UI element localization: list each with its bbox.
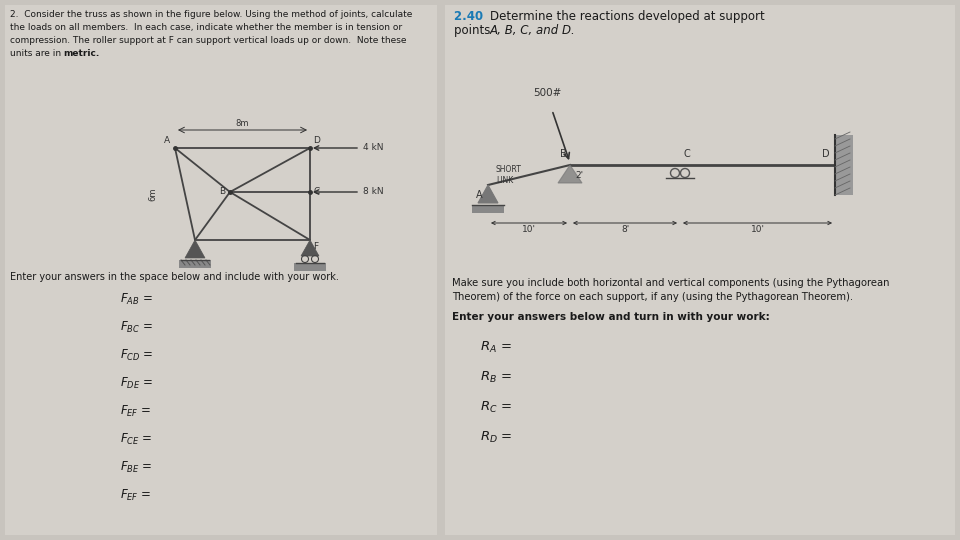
Bar [472, 205, 504, 213]
Text: B: B [219, 187, 225, 197]
Text: 500#: 500# [533, 88, 562, 98]
Text: $F_{DE}$ =: $F_{DE}$ = [120, 376, 153, 391]
Text: F: F [313, 242, 318, 251]
Text: $F_{CE}$ =: $F_{CE}$ = [120, 432, 153, 447]
Text: $R_C$ =: $R_C$ = [480, 400, 512, 415]
Text: compression. The roller support at F can support vertical loads up or down.  Not: compression. The roller support at F can… [10, 36, 406, 45]
Text: SHORT
LINK: SHORT LINK [496, 165, 522, 185]
Text: $F_{CD}$ =: $F_{CD}$ = [120, 348, 154, 363]
Polygon shape [301, 240, 319, 256]
Text: C: C [683, 149, 689, 159]
Text: $F_{BE}$ =: $F_{BE}$ = [120, 460, 153, 475]
Text: points: points [454, 24, 494, 37]
Text: Make sure you include both horizontal and vertical components (using the Pythago: Make sure you include both horizontal an… [452, 278, 890, 288]
Text: D: D [313, 136, 320, 145]
Text: 8': 8' [621, 225, 629, 234]
Text: metric.: metric. [63, 49, 99, 58]
Text: $R_D$ =: $R_D$ = [480, 430, 513, 445]
Text: Enter your answers below and turn in with your work:: Enter your answers below and turn in wit… [452, 312, 770, 322]
Polygon shape [478, 185, 498, 203]
Text: 4 kN: 4 kN [363, 143, 383, 152]
Bar [294, 263, 326, 271]
Text: 2.  Consider the truss as shown in the figure below. Using the method of joints,: 2. Consider the truss as shown in the fi… [10, 10, 413, 19]
Text: 10': 10' [751, 225, 764, 234]
Text: D: D [823, 149, 830, 159]
Text: A: A [164, 136, 170, 145]
Text: B: B [561, 149, 567, 159]
Text: $F_{AB}$ =: $F_{AB}$ = [120, 292, 153, 307]
Text: units are in: units are in [10, 49, 64, 58]
Text: Enter your answers in the space below and include with your work.: Enter your answers in the space below an… [10, 272, 339, 282]
Text: $R_B$ =: $R_B$ = [480, 370, 512, 385]
Text: the loads on all members.  In each case, indicate whether the member is in tensi: the loads on all members. In each case, … [10, 23, 402, 32]
Text: 2.40: 2.40 [454, 10, 492, 23]
Text: $F_{EF}$ =: $F_{EF}$ = [120, 488, 152, 503]
Text: Theorem) of the force on each support, if any (using the Pythagorean Theorem).: Theorem) of the force on each support, i… [452, 292, 853, 302]
Text: 8m: 8m [236, 119, 250, 128]
Text: A, B, C, and D.: A, B, C, and D. [490, 24, 576, 37]
Bar [179, 260, 211, 268]
Text: 10': 10' [522, 225, 536, 234]
Text: Determine the reactions developed at support: Determine the reactions developed at sup… [490, 10, 765, 23]
Text: C: C [313, 187, 320, 197]
Text: A: A [476, 190, 483, 200]
Bar [5, 5, 437, 535]
Text: $F_{EF}$ =: $F_{EF}$ = [120, 404, 152, 419]
Polygon shape [558, 165, 582, 183]
Bar [835, 135, 853, 195]
Text: $R_A$ =: $R_A$ = [480, 340, 512, 355]
Text: $F_{BC}$ =: $F_{BC}$ = [120, 320, 153, 335]
Text: 6m: 6m [149, 187, 157, 201]
Polygon shape [185, 240, 205, 258]
Bar [445, 5, 955, 535]
Text: 2': 2' [575, 171, 583, 179]
Text: 8 kN: 8 kN [363, 186, 384, 195]
